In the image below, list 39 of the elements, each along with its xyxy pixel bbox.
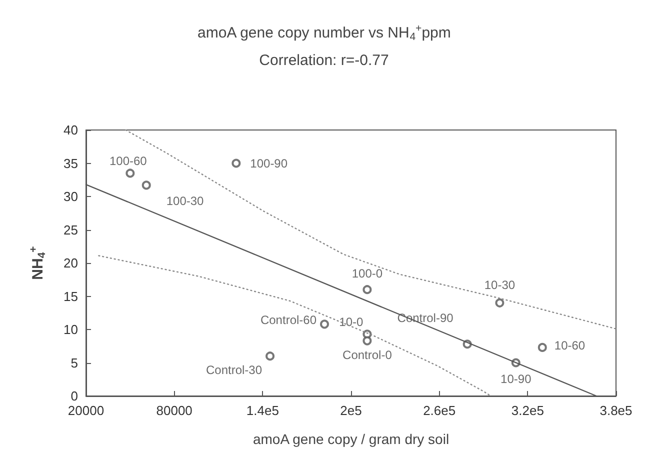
chart-subtitle: Correlation: r=-0.77 <box>259 52 389 69</box>
point <box>232 158 241 168</box>
point <box>142 180 151 190</box>
annotation: 10-90 <box>500 372 532 386</box>
y-tick-label: 0 <box>70 388 78 404</box>
y-tick-label: 15 <box>64 288 78 304</box>
point <box>320 320 329 329</box>
annotation: 100-30 <box>166 194 204 208</box>
x-tick-label: 80000 <box>156 403 192 418</box>
x-tick-label: 20000 <box>68 403 104 418</box>
y-tick-label: 30 <box>64 189 78 204</box>
x-tick-label: 1.4e5 <box>246 403 279 418</box>
y-tick-label: 20 <box>64 256 78 270</box>
annotation: 100-0 <box>352 266 383 281</box>
annotation: Control-0 <box>342 348 392 362</box>
annotation: 100-90 <box>250 156 288 170</box>
annotation: Control-60 <box>260 313 317 328</box>
annotation: 100-60 <box>109 154 148 168</box>
point <box>495 298 504 308</box>
x-tick-label: 3.2e5 <box>511 403 544 418</box>
y-tick-label: 25 <box>64 222 78 238</box>
x-tick-label: 2.6e5 <box>423 403 456 418</box>
y-tick-label: 5 <box>70 355 78 370</box>
x-tick-label: 3.8e5 <box>600 403 632 418</box>
point <box>266 352 275 361</box>
annotation: Control-30 <box>206 363 262 378</box>
y-tick-label: 10 <box>64 322 78 337</box>
x-axis-title: amoA gene copy / gram dry soil <box>252 431 450 447</box>
annotation: 10-0 <box>339 315 364 330</box>
x-tick-label: 2e5 <box>340 403 362 418</box>
point <box>126 168 135 178</box>
point <box>538 342 547 352</box>
y-axis-title: NH4+ <box>28 246 48 280</box>
y-tick-label: 40 <box>64 122 78 138</box>
annotation: 10-30 <box>484 278 516 292</box>
point <box>362 336 372 346</box>
y-tick-label: 35 <box>64 156 78 171</box>
annotation: 10-60 <box>554 338 586 352</box>
point <box>362 285 372 294</box>
